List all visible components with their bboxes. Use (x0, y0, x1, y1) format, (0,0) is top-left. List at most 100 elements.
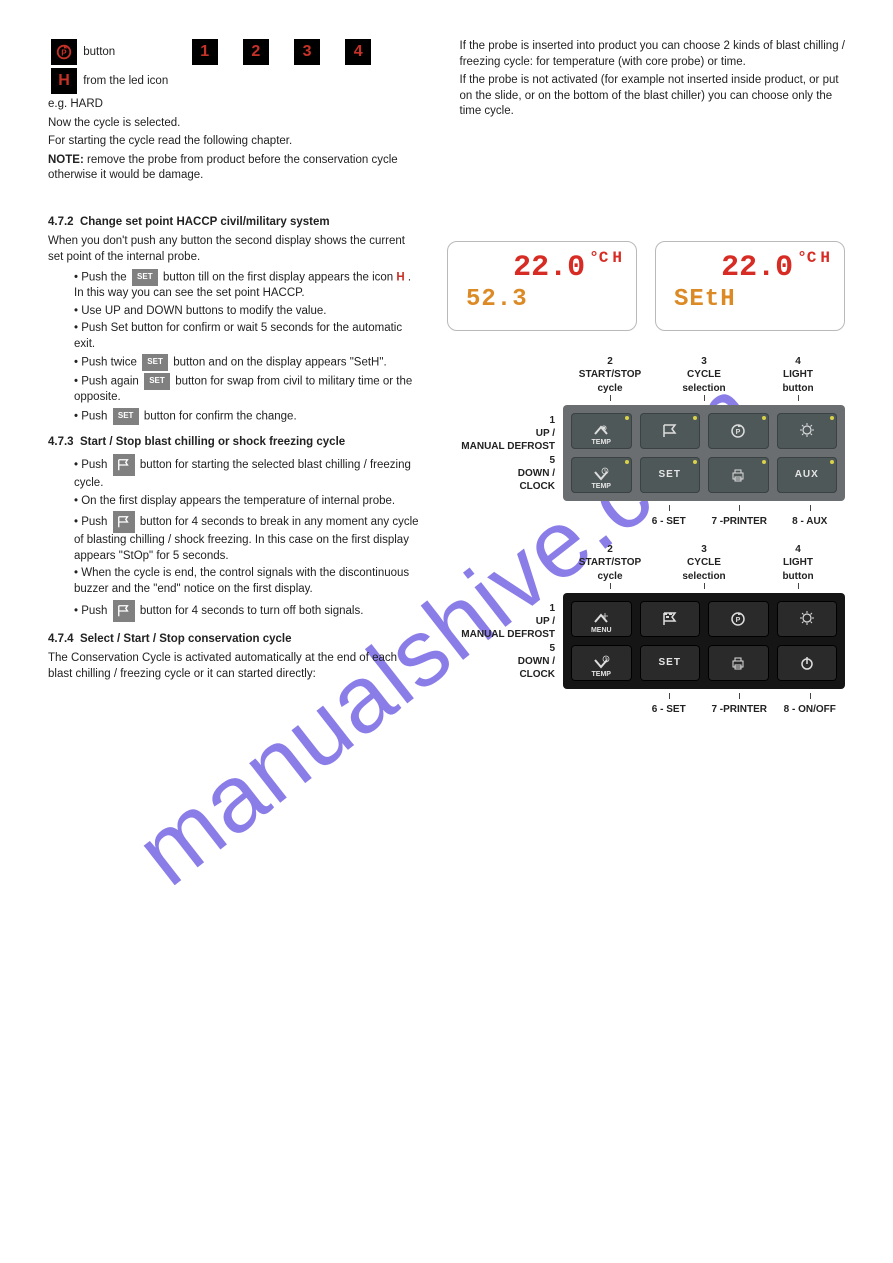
svg-text:P: P (61, 49, 67, 58)
section-472: 4.7.2 Change set point HACCP civil/milit… (48, 215, 421, 425)
473-li4: • When the cycle is end, the control sig… (48, 566, 421, 597)
num-3: 3 (294, 39, 320, 65)
kp1-btn-down[interactable]: TEMP (571, 457, 632, 493)
bottom-section: 4.7.2 Change set point HACCP civil/milit… (48, 205, 845, 717)
h-icon-line: H from the led icon (48, 68, 434, 94)
472-li1: • Push the SET button till on the first … (48, 269, 421, 302)
lcd1-bottom: 52.3 (462, 284, 622, 316)
page: P button 1 2 3 4 H from the led icon e.g… (0, 0, 893, 717)
num-2: 2 (243, 39, 269, 65)
top-right-col: If the probe is inserted into product yo… (460, 36, 846, 187)
473-li5: • Push button for 4 seconds to turn off … (48, 600, 421, 622)
set-icon: SET (113, 408, 139, 425)
kp2-bot-7: 7 -PRINTER (704, 703, 775, 717)
top-section: P button 1 2 3 4 H from the led icon e.g… (48, 36, 845, 187)
kp2-top-2: 2START/STOPcycle (563, 543, 657, 584)
h-473: 4.7.3 Start / Stop blast chilling or sho… (48, 435, 421, 451)
button-word: button (83, 46, 115, 58)
kp2-btn-set[interactable]: SET (640, 645, 701, 681)
section-474: 4.7.4 Select / Start / Stop conservation… (48, 632, 421, 683)
lcd1-unit: °C (589, 248, 608, 270)
note-text: remove the probe from product before the… (48, 154, 398, 182)
kp1-btn-up[interactable]: TEMP (571, 413, 632, 449)
kp2-btn-cycle[interactable]: P (708, 601, 769, 637)
kp1-btn-aux[interactable]: AUX (777, 457, 838, 493)
flag-icon (113, 600, 135, 622)
top-left-col: P button 1 2 3 4 H from the led icon e.g… (48, 36, 434, 187)
h-icon-text: from the led icon (83, 75, 168, 87)
probe-active: If the probe is inserted into product yo… (460, 39, 846, 70)
cycle-icon: P (51, 39, 77, 65)
kp1-btn-start[interactable] (640, 413, 701, 449)
lcd2-h: H (820, 248, 830, 270)
kp1-bot-7: 7 -PRINTER (704, 515, 775, 529)
kp1-left-1: 1UP /MANUAL DEFROST (447, 413, 555, 453)
kp1-btn-set[interactable]: SET (640, 457, 701, 493)
kp2-btn-start[interactable] (640, 601, 701, 637)
note-line: NOTE: remove the probe from product befo… (48, 153, 434, 184)
h-474: 4.7.4 Select / Start / Stop conservation… (48, 632, 421, 648)
kp2-btn-power[interactable] (777, 645, 838, 681)
kp2-btn-light[interactable] (777, 601, 838, 637)
lcd-row: 22.0 °C H 52.3 22.0 °C H SEtH (447, 241, 845, 331)
kp1-btn-cycle[interactable]: P (708, 413, 769, 449)
kp2-left-1: 1UP /MANUAL DEFROST (447, 601, 555, 641)
num-4: 4 (345, 39, 371, 65)
kp1-top-4: 4LIGHTbutton (751, 355, 845, 396)
flag-icon (113, 454, 135, 476)
kp2-bot-8: 8 - ON/OFF (775, 703, 846, 717)
lcd2-temp: 22.0 (721, 248, 793, 289)
kp1-left-5: 5DOWN /CLOCK (447, 453, 555, 493)
472-li4: • Push twice SET button and on the displ… (48, 354, 421, 371)
kp1-bot-6: 6 - SET (634, 515, 705, 529)
kp2-top-4: 4LIGHTbutton (751, 543, 845, 584)
keypad-1: 2START/STOPcycle 3CYCLEselection 4LIGHTb… (447, 355, 845, 529)
right-column: 22.0 °C H 52.3 22.0 °C H SEtH (447, 205, 845, 717)
set-icon: SET (144, 373, 170, 390)
left-column: 4.7.2 Change set point HACCP civil/milit… (48, 205, 421, 717)
kp1-bot-8: 8 - AUX (775, 515, 846, 529)
kp2-panel: MENU P TEMP SET (563, 593, 845, 689)
lcd1-temp: 22.0 (513, 248, 585, 289)
start-cycle-note: For starting the cycle read the followin… (48, 134, 434, 150)
kp2-top-3: 3CYCLEselection (657, 543, 751, 584)
kp2-btn-temp[interactable]: TEMP (571, 645, 632, 681)
473-li2: • On the first display appears the tempe… (48, 494, 421, 510)
kp1-panel: TEMP P TEMP SET AUX (563, 405, 845, 501)
lcd2-bottom: SEtH (670, 284, 830, 316)
h-icon: H (51, 68, 77, 94)
set-icon: SET (142, 354, 168, 371)
472-li2: • Use UP and DOWN buttons to modify the … (48, 304, 421, 320)
probe-inactive: If the probe is not activated (for examp… (460, 73, 846, 120)
lcd-1: 22.0 °C H 52.3 (447, 241, 637, 331)
472-intro: When you don't push any button the secon… (48, 234, 421, 265)
eg-hard: e.g. HARD (48, 97, 434, 113)
kp2-btn-menu[interactable]: MENU (571, 601, 632, 637)
cycle-selected: Now the cycle is selected. (48, 116, 434, 132)
lcd-2: 22.0 °C H SEtH (655, 241, 845, 331)
svg-text:P: P (736, 429, 741, 436)
472-li3: • Push Set button for confirm or wait 5 … (48, 321, 421, 352)
473-li1: • Push button for starting the selected … (48, 454, 421, 492)
lcd2-unit: °C (797, 248, 816, 270)
472-li5: • Push again SET button for swap from ci… (48, 373, 421, 406)
section-473: 4.7.3 Start / Stop blast chilling or sho… (48, 435, 421, 622)
set-icon: SET (132, 269, 158, 286)
kp1-top-3: 3CYCLEselection (657, 355, 751, 396)
keypad-2: 2START/STOPcycle 3CYCLEselection 4LIGHTb… (447, 543, 845, 717)
svg-text:P: P (736, 617, 741, 624)
kp2-left-5: 5DOWN /CLOCK (447, 641, 555, 681)
473-li3: • Push button for 4 seconds to break in … (48, 511, 421, 564)
num-1: 1 (192, 39, 218, 65)
note-label: NOTE: (48, 154, 84, 166)
kp2-bot-6: 6 - SET (634, 703, 705, 717)
flag-icon (113, 511, 135, 533)
kp1-top-2: 2START/STOPcycle (563, 355, 657, 396)
h-472: 4.7.2 Change set point HACCP civil/milit… (48, 215, 421, 231)
cycle-button-line: P button 1 2 3 4 (48, 39, 434, 65)
474-p1: The Conservation Cycle is activated auto… (48, 651, 421, 682)
kp2-btn-printer[interactable] (708, 645, 769, 681)
kp1-btn-printer[interactable] (708, 457, 769, 493)
kp1-btn-light[interactable] (777, 413, 838, 449)
472-li6: • Push SET button for confirm the change… (48, 408, 421, 425)
